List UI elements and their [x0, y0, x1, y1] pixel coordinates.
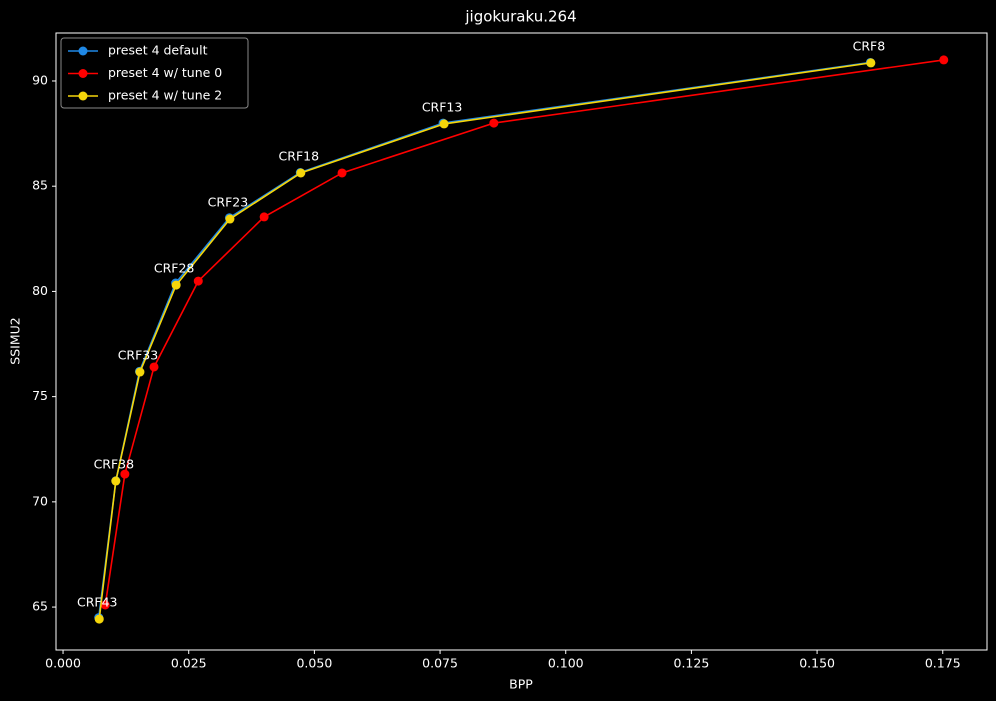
data-point [296, 168, 306, 178]
chart-title: jigokuraku.264 [464, 8, 576, 26]
legend-label: preset 4 default [108, 43, 208, 58]
y-tick-label: 90 [32, 72, 48, 87]
data-point [100, 600, 110, 610]
point-annotation: CRF8 [853, 38, 886, 53]
axes-frame [55, 32, 988, 651]
data-point [866, 58, 876, 68]
data-point [489, 118, 499, 128]
data-point [193, 276, 203, 286]
y-tick-label: 85 [32, 178, 48, 193]
y-tick-label: 65 [32, 599, 48, 614]
point-annotation: CRF18 [279, 148, 320, 163]
legend-label: preset 4 w/ tune 0 [108, 65, 222, 80]
x-tick-label: 0.075 [422, 656, 458, 671]
point-annotation: CRF28 [154, 261, 195, 276]
x-tick-label: 0.125 [674, 656, 710, 671]
data-point [111, 476, 121, 486]
legend-box [60, 37, 249, 109]
data-point [135, 367, 145, 377]
point-annotation: CRF38 [94, 457, 135, 472]
x-axis-label: BPP [509, 677, 533, 692]
data-point [259, 212, 269, 222]
y-tick-label: 80 [32, 283, 48, 298]
data-point [149, 362, 159, 372]
x-tick-label: 0.025 [171, 656, 207, 671]
legend-marker [78, 46, 88, 56]
data-point [225, 214, 235, 224]
data-point [171, 280, 181, 290]
point-annotation: CRF23 [208, 195, 249, 210]
legend-marker [78, 69, 88, 78]
data-point [120, 469, 130, 479]
x-tick-label: 0.000 [45, 656, 81, 671]
legend-marker [78, 91, 88, 101]
data-point [94, 614, 104, 624]
data-point [337, 168, 347, 178]
legend-label: preset 4 w/ tune 2 [108, 88, 222, 103]
y-tick-label: 75 [32, 388, 48, 403]
x-tick-label: 0.100 [548, 656, 584, 671]
point-annotation: CRF43 [77, 595, 118, 610]
y-axis-label: SSIMU2 [8, 317, 23, 364]
point-annotation: CRF33 [118, 348, 159, 363]
x-tick-label: 0.150 [799, 656, 835, 671]
data-point [939, 55, 949, 65]
data-point [439, 119, 449, 129]
x-tick-label: 0.050 [296, 656, 332, 671]
series-line [98, 62, 871, 620]
series-line [97, 61, 871, 618]
series-line [104, 59, 944, 606]
x-tick-label: 0.175 [925, 656, 961, 671]
y-tick-label: 70 [32, 493, 48, 508]
point-annotation: CRF13 [422, 99, 463, 114]
